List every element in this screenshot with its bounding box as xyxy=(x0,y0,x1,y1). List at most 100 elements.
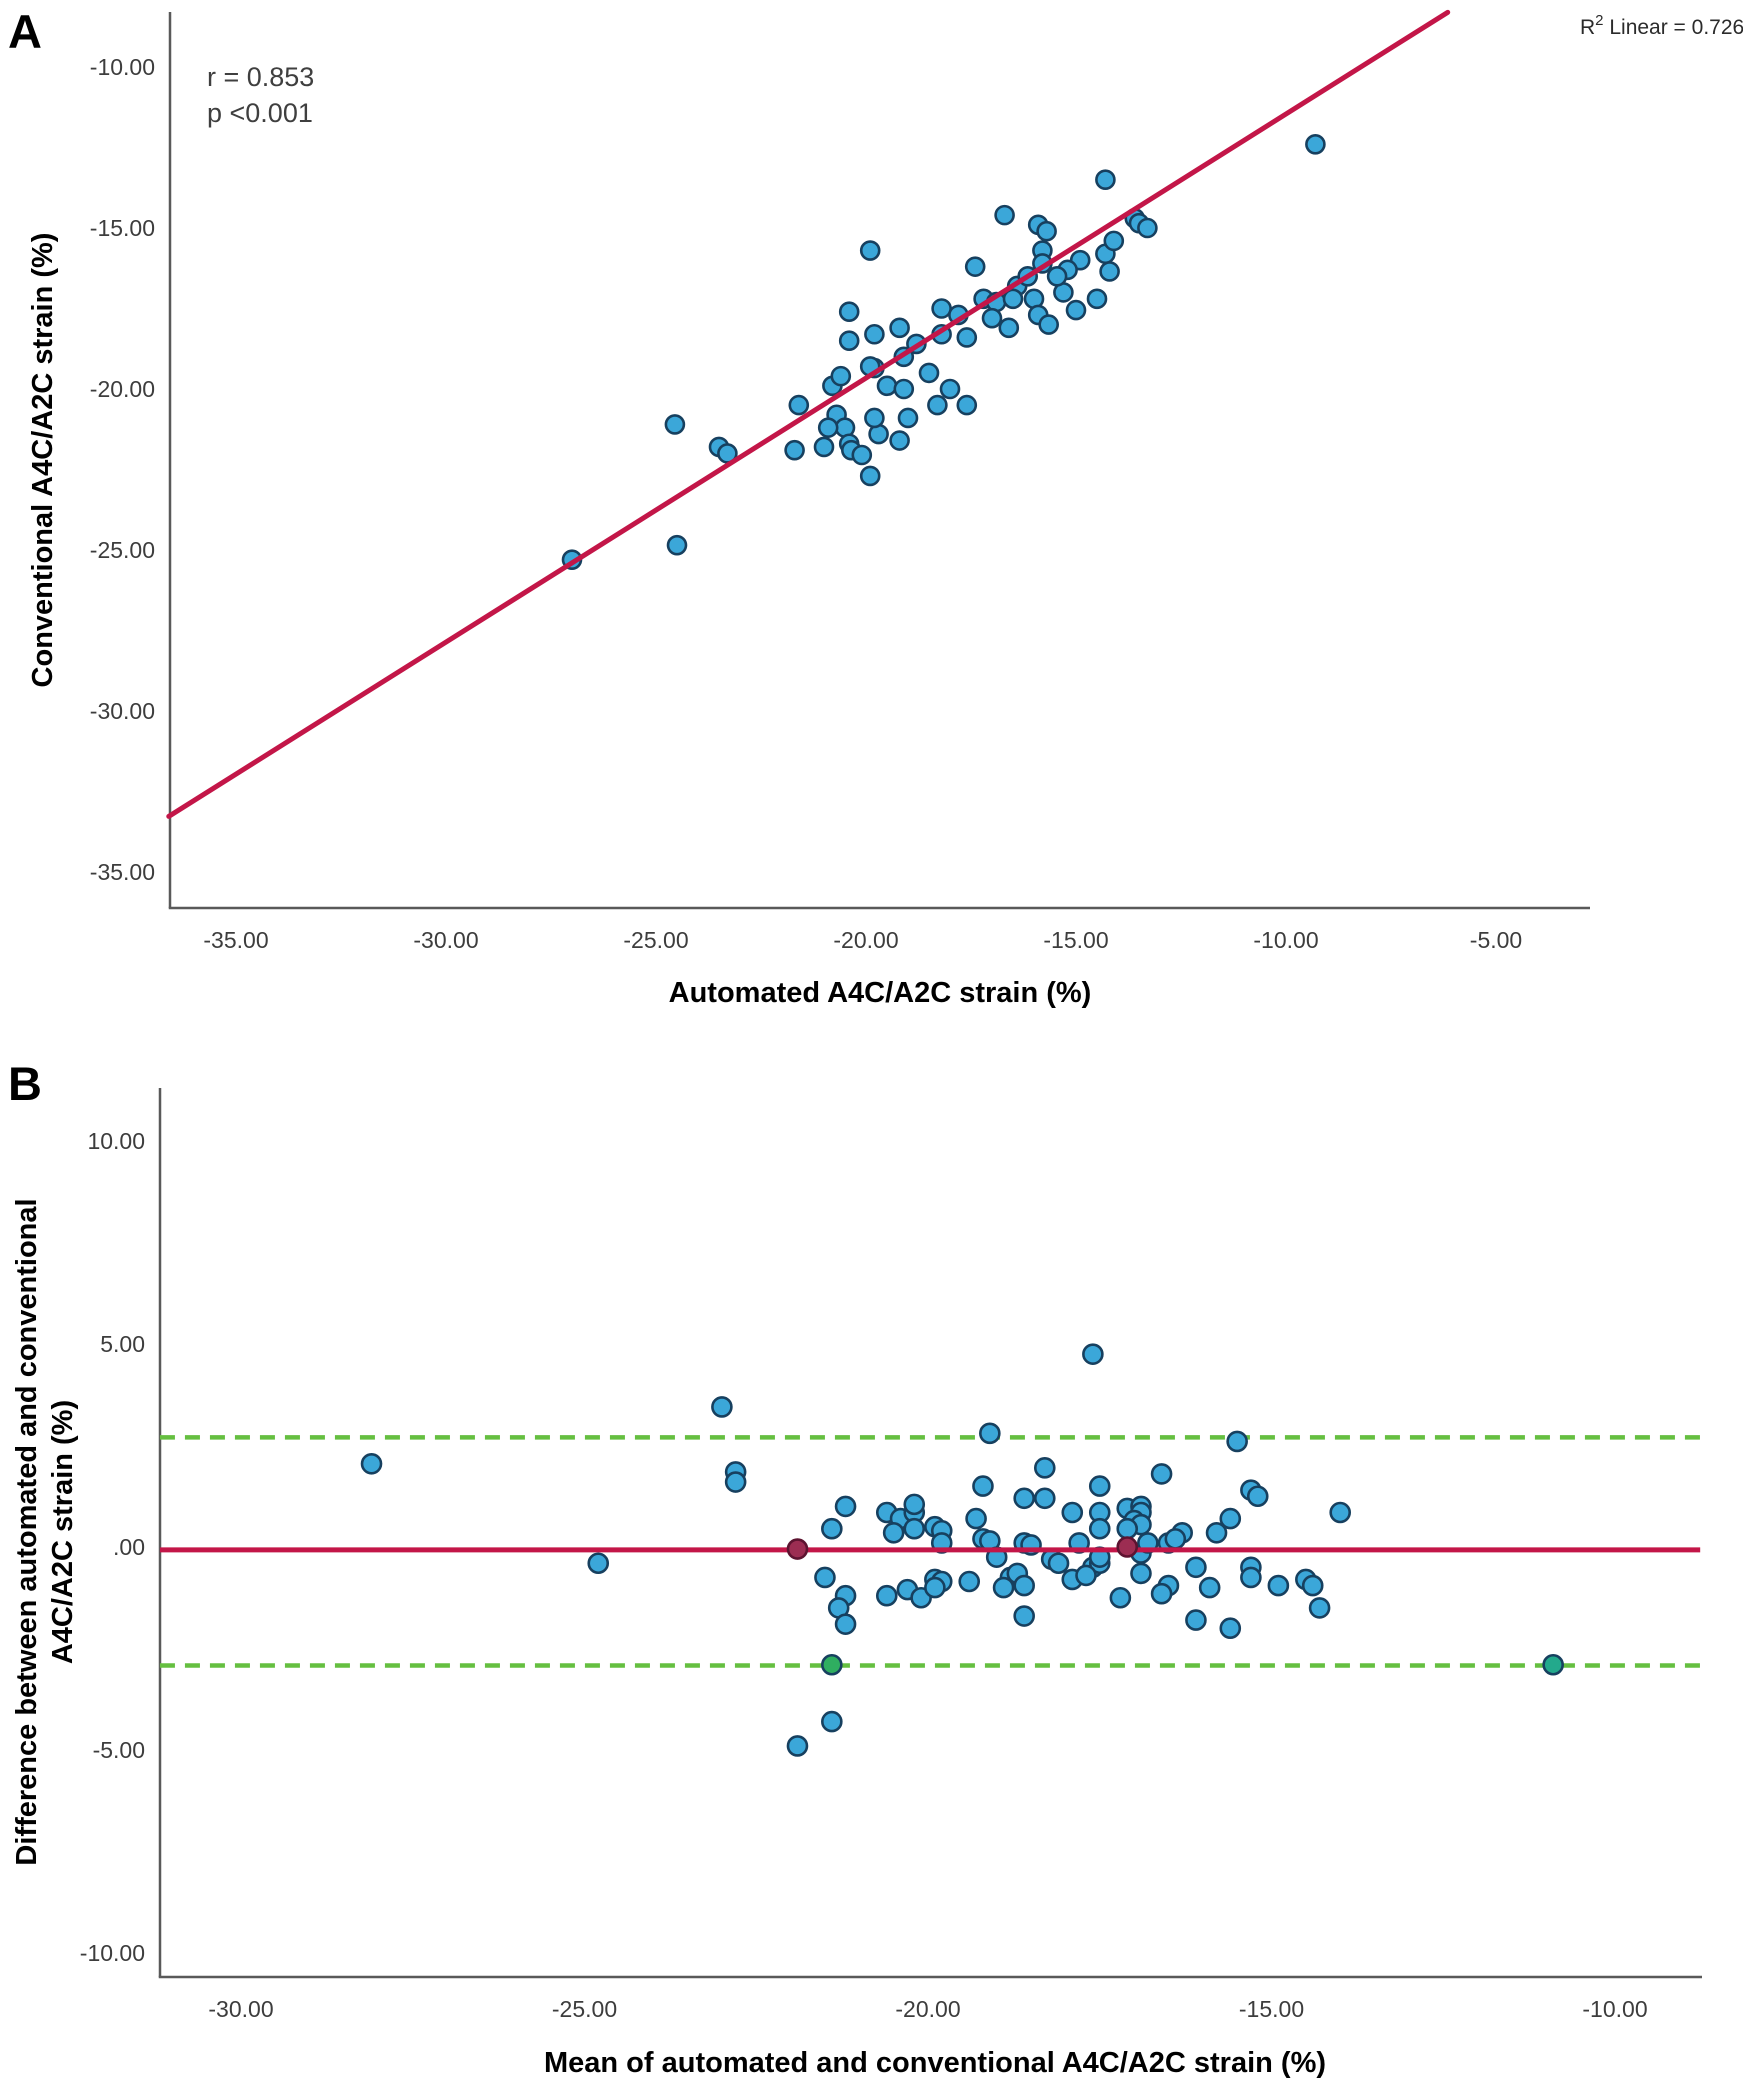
data-point xyxy=(724,1471,747,1493)
panel-b-y-axis-title-line2: A4C/A2C strain (%) xyxy=(47,1400,79,1664)
data-point xyxy=(1061,1501,1084,1524)
data-point xyxy=(666,534,688,556)
data-point xyxy=(1088,1517,1111,1540)
data-point xyxy=(882,1521,905,1544)
data-point xyxy=(875,1584,898,1607)
data-point xyxy=(897,407,919,429)
data-point xyxy=(1065,299,1087,321)
data-point xyxy=(1308,1597,1331,1619)
data-point xyxy=(965,1507,987,1530)
data-point xyxy=(1329,1501,1351,1524)
panel-b-y-tick-labels: 10.00 5.00 .00 -5.00 -10.00 xyxy=(80,1128,145,1966)
data-point xyxy=(838,301,860,323)
y-tick-label: -5.00 xyxy=(93,1737,145,1763)
data-point xyxy=(981,307,1003,329)
x-tick-label: -10.00 xyxy=(1253,927,1318,953)
data-point xyxy=(927,394,948,416)
data-point xyxy=(864,323,885,345)
data-point xyxy=(1013,1487,1035,1510)
data-point xyxy=(972,1475,994,1497)
panel-b-scatter-points xyxy=(360,1343,1351,1757)
data-point xyxy=(664,414,686,435)
data-point xyxy=(1082,1343,1104,1365)
data-point xyxy=(1033,1487,1056,1510)
data-point xyxy=(1240,1566,1262,1589)
green-highlight-point xyxy=(821,1653,843,1676)
data-point xyxy=(1219,1617,1242,1639)
data-point xyxy=(711,1396,733,1418)
data-point xyxy=(1013,1574,1035,1597)
y-tick-label: -10.00 xyxy=(80,1940,145,1966)
r2-superscript: 2 xyxy=(1595,12,1603,29)
data-point xyxy=(834,1495,857,1518)
data-point xyxy=(821,1710,843,1733)
data-point xyxy=(889,430,910,451)
data-point xyxy=(1116,1517,1139,1540)
panel-b: B 10.00 5.00 .00 -5.00 -10.00 -30.00 -25.00 -2… xyxy=(8,1057,1702,2079)
data-point xyxy=(992,1576,1015,1599)
x-tick-label: -20.00 xyxy=(833,927,898,953)
data-point xyxy=(958,1570,981,1593)
data-point xyxy=(1038,314,1059,335)
data-point xyxy=(1002,288,1024,310)
r-value-annotation: r = 0.853 xyxy=(207,62,314,92)
data-point xyxy=(788,394,810,416)
data-point xyxy=(964,256,986,277)
data-point xyxy=(1150,1463,1173,1485)
maroon-highlight-point xyxy=(786,1538,809,1560)
data-point xyxy=(1137,217,1158,239)
data-point xyxy=(814,1566,836,1589)
data-point xyxy=(786,1735,809,1757)
panel-a-scatter-points xyxy=(561,133,1326,570)
data-point xyxy=(956,394,978,416)
x-tick-label: -30.00 xyxy=(413,927,478,953)
data-point xyxy=(1219,1507,1242,1530)
maroon-highlight-point xyxy=(1116,1536,1139,1558)
data-point xyxy=(1036,220,1057,242)
data-point xyxy=(876,375,898,397)
data-point xyxy=(939,378,961,400)
x-tick-label: -5.00 xyxy=(1470,927,1522,953)
panel-a-x-tick-labels: -35.00 -30.00 -25.00 -20.00 -15.00 -10.00 -5.0… xyxy=(203,927,1522,953)
data-point xyxy=(1033,1457,1056,1479)
data-point xyxy=(889,317,910,339)
x-tick-label: -15.00 xyxy=(1043,927,1108,953)
data-point xyxy=(918,362,940,384)
data-point xyxy=(784,439,805,461)
data-point xyxy=(998,317,1020,339)
y-tick-label: -15.00 xyxy=(90,215,155,241)
data-point xyxy=(1088,1475,1111,1497)
data-point xyxy=(1185,1609,1207,1631)
panel-b-x-tick-labels: -30.00 -25.00 -20.00 -15.00 -10.00 xyxy=(208,1996,1647,2022)
data-point xyxy=(1226,1430,1248,1453)
r2-base: R xyxy=(1580,16,1595,39)
x-tick-label: -25.00 xyxy=(623,927,688,953)
panel-a-x-axis-title: Automated A4C/A2C strain (%) xyxy=(669,977,1092,1009)
y-tick-label: -30.00 xyxy=(90,698,155,724)
data-point xyxy=(1046,265,1068,287)
data-point xyxy=(360,1452,383,1475)
data-point xyxy=(859,465,881,487)
data-point xyxy=(838,330,860,352)
data-point xyxy=(1246,1485,1269,1508)
data-point xyxy=(851,444,873,466)
y-tick-label: .00 xyxy=(113,1534,145,1560)
panel-b-letter: B xyxy=(8,1057,42,1110)
panel-a-y-axis-title: Conventional A4C/A2C strain (%) xyxy=(27,233,59,688)
data-point xyxy=(956,327,978,348)
data-point xyxy=(1047,1552,1070,1575)
panel-a-y-tick-labels: -10.00 -15.00 -20.00 -25.00 -30.00 -35.00 xyxy=(90,54,155,885)
regression-line xyxy=(166,9,1451,819)
x-tick-label: -25.00 xyxy=(552,1996,617,2022)
data-point xyxy=(830,365,852,387)
x-tick-label: -35.00 xyxy=(203,927,268,953)
data-point xyxy=(864,407,885,429)
panel-b-y-axis-title-line1: Difference between automated and convent… xyxy=(11,1198,43,1865)
data-point xyxy=(1185,1556,1207,1579)
r2-rest: Linear = 0.726 xyxy=(1604,16,1743,39)
y-tick-label: 5.00 xyxy=(100,1331,145,1357)
data-point xyxy=(813,436,835,458)
data-point xyxy=(1301,1574,1324,1597)
